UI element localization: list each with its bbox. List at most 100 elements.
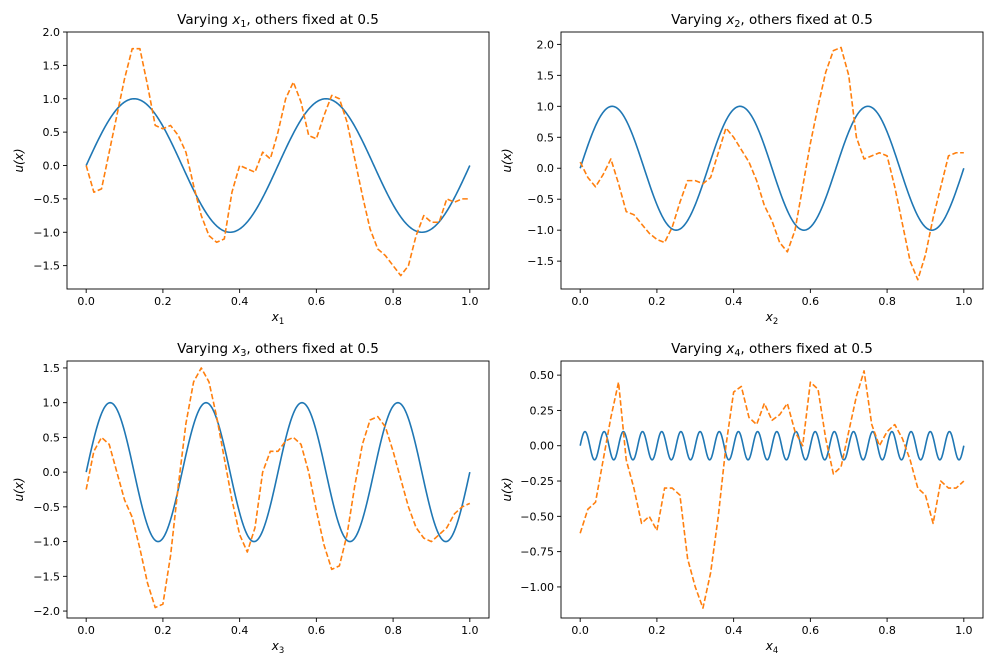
title-var: x (725, 341, 735, 357)
y-tick-label: 0.0 (537, 162, 555, 175)
title-suffix: , others fixed at 0.5 (246, 12, 378, 28)
series-line-dashed (85, 47, 470, 277)
y-tick-label: 1.5 (537, 69, 555, 82)
y-tick-label: 0.0 (43, 466, 61, 479)
title-prefix: Varying (177, 341, 232, 357)
title-var: x (231, 12, 241, 28)
x-tick-label: 0.8 (384, 624, 402, 637)
series-line-solid (579, 105, 965, 231)
x-tick-label: 0.4 (725, 624, 743, 637)
title-sub: 4 (734, 348, 740, 359)
title-var: x (725, 12, 735, 28)
y-tick-label: −0.5 (33, 193, 60, 206)
x-tick-label: 0.8 (384, 295, 402, 308)
x-label-sub: 1 (279, 317, 284, 327)
title-suffix: , others fixed at 0.5 (740, 341, 872, 357)
y-tick-label: −0.75 (520, 546, 554, 559)
series-line-solid (579, 430, 965, 461)
subplot-4: Varying x4, others fixed at 0.5 0.0 0.2 0.4… (500, 341, 984, 656)
x-tick-label: 0.2 (154, 624, 172, 637)
y-tick-label: 0.00 (530, 440, 555, 453)
x-label-var: x (271, 310, 280, 324)
y-tick-label: 0.5 (537, 131, 555, 144)
y-axis-label: u(x) (12, 477, 26, 501)
x-tick-label: 0.2 (648, 624, 666, 637)
y-tick-label: 0.50 (530, 369, 555, 382)
y-tick-label: −0.50 (520, 510, 554, 523)
title-prefix: Varying (177, 12, 232, 28)
series-line-solid (85, 401, 471, 543)
x-tick-label: 0.6 (802, 624, 820, 637)
y-tick-label: 0.0 (43, 160, 61, 173)
y-tick-label: −1.5 (33, 570, 60, 583)
subplot-title: Varying x2, others fixed at 0.5 (671, 12, 873, 30)
x-tick-label: 1.0 (461, 295, 479, 308)
y-axis-label: u(x) (500, 477, 514, 501)
x-tick-label: 0.4 (231, 624, 249, 637)
title-prefix: Varying (671, 12, 726, 28)
subplot-title: Varying x1, others fixed at 0.5 (177, 12, 379, 30)
x-tick-label: 1.0 (955, 295, 973, 308)
y-tick-label: −1.5 (33, 260, 60, 273)
y-tick-label: −2.0 (33, 605, 60, 618)
x-label-var: x (271, 639, 280, 653)
y-tick-label: −1.00 (520, 581, 554, 594)
x-label-sub: 3 (279, 646, 284, 656)
y-axis-label: u(x) (500, 148, 514, 172)
series-line-dashed (85, 367, 471, 609)
x-tick-label: 0.6 (308, 295, 326, 308)
x-tick-label: 0.0 (571, 295, 589, 308)
x-tick-label: 0.0 (77, 295, 95, 308)
subplot-title: Varying x3, others fixed at 0.5 (177, 341, 379, 359)
y-tick-label: −1.0 (527, 224, 554, 237)
subplot-3: Varying x3, others fixed at 0.50.0 0.2 0.4… (12, 341, 490, 656)
x-axis-label: x1 (271, 310, 285, 327)
x-tick-label: 0.8 (878, 624, 896, 637)
y-tick-label: 2.0 (537, 38, 555, 51)
y-tick-label: 0.5 (43, 126, 61, 139)
y-tick-label: −1.0 (33, 226, 60, 239)
y-tick-label: −1.5 (527, 255, 554, 268)
subplot-title: Varying x4, others fixed at 0.5 (671, 341, 873, 359)
axes-frame (560, 31, 984, 290)
x-tick-label: 0.4 (231, 295, 249, 308)
y-tick-label: −0.5 (527, 193, 554, 206)
x-tick-label: 1.0 (461, 624, 479, 637)
y-tick-label: 1.0 (43, 397, 61, 410)
x-tick-label: 0.8 (878, 295, 896, 308)
y-tick-label: −0.25 (520, 475, 554, 488)
subplot-1: Varying x1, others fixed at 0.50.0 0.2 0.4… (12, 12, 490, 327)
x-label-var: x (765, 310, 774, 324)
x-label-sub: 2 (773, 317, 778, 327)
series-line-solid (85, 97, 471, 234)
title-sub: 2 (734, 19, 740, 30)
y-axis-label: u(x) (12, 148, 26, 172)
x-tick-label: 0.0 (77, 624, 95, 637)
y-tick-label: 0.5 (43, 431, 61, 444)
y-tick-label: −0.5 (33, 501, 60, 514)
y-tick-label: 1.5 (43, 362, 61, 375)
title-var: x (231, 341, 241, 357)
subplot-2: Varying x2, others fixed at 0.5 0.0 0.2 0.4… (500, 12, 984, 327)
y-tick-label: 1.0 (537, 100, 555, 113)
y-tick-label: −1.0 (33, 536, 60, 549)
y-tick-label: 0.25 (530, 404, 555, 417)
x-axis-label: x3 (271, 639, 285, 656)
title-suffix: , others fixed at 0.5 (246, 341, 378, 357)
x-tick-label: 0.4 (725, 295, 743, 308)
x-tick-label: 1.0 (955, 624, 973, 637)
title-sub: 1 (240, 19, 246, 30)
x-label-sub: 4 (773, 646, 778, 656)
series-line-dashed (579, 370, 965, 609)
x-tick-label: 0.6 (308, 624, 326, 637)
y-tick-label: 1.0 (43, 93, 61, 106)
axes-frame (66, 31, 490, 290)
x-axis-label: x4 (765, 639, 779, 656)
x-tick-label: 0.2 (154, 295, 172, 308)
x-tick-label: 0.2 (648, 295, 666, 308)
axes-frame (66, 360, 490, 619)
x-tick-label: 0.6 (802, 295, 820, 308)
x-tick-label: 0.0 (571, 624, 589, 637)
axes-frame (560, 360, 984, 619)
